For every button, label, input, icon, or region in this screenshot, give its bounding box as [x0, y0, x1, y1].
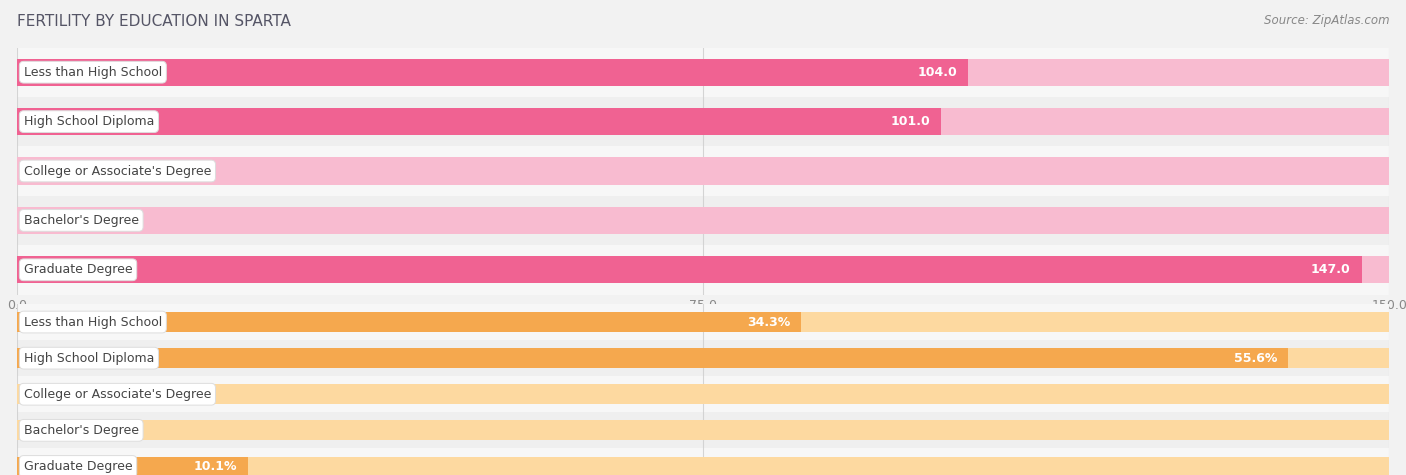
Bar: [17, 157, 1389, 185]
Bar: [17, 146, 1389, 196]
Bar: [17, 384, 1389, 404]
Bar: [17, 108, 941, 135]
Text: High School Diploma: High School Diploma: [24, 115, 155, 128]
Bar: [17, 58, 969, 86]
Text: College or Associate's Degree: College or Associate's Degree: [24, 164, 211, 178]
Bar: [17, 420, 1389, 440]
Bar: [17, 456, 1389, 475]
Bar: [17, 58, 1389, 86]
Bar: [17, 108, 1389, 135]
Bar: [17, 456, 247, 475]
Bar: [17, 207, 1389, 234]
Text: 104.0: 104.0: [918, 66, 957, 79]
Text: 0.0%: 0.0%: [31, 424, 63, 437]
Text: 0.0: 0.0: [31, 214, 51, 227]
Text: 34.3%: 34.3%: [747, 315, 790, 329]
Bar: [17, 312, 801, 332]
Text: College or Associate's Degree: College or Associate's Degree: [24, 388, 211, 401]
Text: 101.0: 101.0: [890, 115, 929, 128]
Text: 0.0%: 0.0%: [31, 388, 63, 401]
Bar: [17, 48, 1389, 97]
Text: 55.6%: 55.6%: [1234, 352, 1278, 365]
Bar: [17, 348, 1288, 368]
Text: Graduate Degree: Graduate Degree: [24, 460, 132, 473]
Bar: [17, 97, 1389, 146]
Text: High School Diploma: High School Diploma: [24, 352, 155, 365]
Bar: [17, 245, 1389, 294]
Text: Less than High School: Less than High School: [24, 315, 162, 329]
Bar: [17, 348, 1389, 368]
Bar: [17, 340, 1389, 376]
Bar: [17, 196, 1389, 245]
Bar: [17, 256, 1389, 284]
Text: Source: ZipAtlas.com: Source: ZipAtlas.com: [1264, 14, 1389, 27]
Text: Graduate Degree: Graduate Degree: [24, 263, 132, 276]
Text: 10.1%: 10.1%: [194, 460, 236, 473]
Text: 0.0: 0.0: [31, 164, 51, 178]
Text: Bachelor's Degree: Bachelor's Degree: [24, 214, 139, 227]
Bar: [17, 312, 1389, 332]
Bar: [17, 376, 1389, 412]
Bar: [17, 448, 1389, 475]
Bar: [17, 256, 1361, 284]
Text: Bachelor's Degree: Bachelor's Degree: [24, 424, 139, 437]
Text: FERTILITY BY EDUCATION IN SPARTA: FERTILITY BY EDUCATION IN SPARTA: [17, 14, 291, 29]
Bar: [17, 412, 1389, 448]
Text: Less than High School: Less than High School: [24, 66, 162, 79]
Bar: [17, 304, 1389, 340]
Text: 147.0: 147.0: [1310, 263, 1351, 276]
